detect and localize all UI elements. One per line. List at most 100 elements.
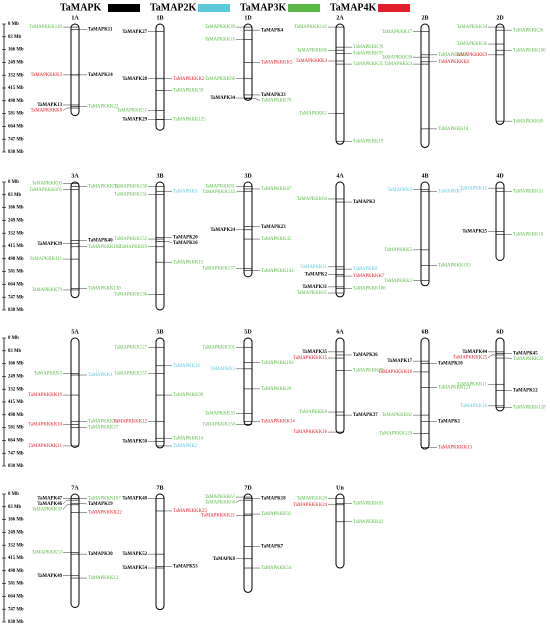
chromosome-name: 4A: [336, 173, 344, 179]
scale-label: 664 Mb: [8, 594, 24, 599]
gene-label: TaMAPKKK70: [261, 99, 292, 104]
gene-label: TaMAPKKK3: [34, 372, 63, 377]
scale-label: 249 Mb: [8, 374, 24, 379]
gene-label: TaMAPKKK102: [88, 245, 121, 250]
gene-label: TaMAPKKK10: [513, 233, 544, 238]
gene-label: TaMAPKKK82: [382, 413, 413, 418]
scale-label: 83 Mb: [8, 349, 22, 354]
gene-label: TaMAPK12: [513, 389, 538, 394]
gene-label: TaMAPK10: [438, 362, 463, 367]
gene-label: TaMAPKKK5: [384, 248, 413, 253]
scale-label: 0 Mb: [8, 22, 19, 27]
gene-label: TaMAPK16: [173, 241, 198, 246]
gene-label: TaMAPKKK51: [117, 108, 148, 113]
chromosome-name: 1B: [156, 15, 163, 21]
gene-label: TaMAPKKK99: [173, 393, 204, 398]
gene-label: TaMAPKKK54: [261, 566, 292, 571]
gene-label: TaMAPKKK28: [261, 387, 292, 392]
gene-label: TaMAPKKK67: [205, 495, 236, 500]
gene-connector: [504, 357, 513, 360]
gene-label: TaMAPKKK53: [32, 551, 63, 556]
gene-connector: [235, 191, 244, 193]
scale-label: 166 Mb: [8, 518, 24, 523]
gene-label: TaMAPKKK136: [114, 293, 147, 298]
gene-label: TaMAPKKK69: [513, 119, 544, 124]
gene-label: TaMAPKKK30: [382, 55, 413, 60]
gene-label: TaMAPK33: [261, 93, 286, 98]
scale-label: 747 Mb: [8, 137, 24, 142]
chromosome-name: 7D: [244, 485, 252, 491]
gene-label: TaMAPKKK1: [299, 112, 328, 117]
gene-label: TaMAPKKKK19: [28, 393, 62, 398]
gene-label: TaMAPKKK19: [353, 139, 384, 144]
chromosome: [243, 337, 253, 426]
gene-connector: [62, 504, 71, 510]
gene-label: TaMAPKKK41: [88, 419, 119, 424]
chromosome: [70, 337, 80, 448]
gene-label: TaMAPKKK29: [353, 368, 384, 373]
gene-label: TaMAPK46: [37, 502, 62, 507]
legend-swatch: [378, 4, 410, 12]
gene-label: TaMAPKKKK22: [88, 511, 122, 516]
scale-label: 498 Mb: [8, 257, 24, 262]
gene-label: TaMAPKKKK11: [28, 444, 62, 449]
gene-label: TaMAPKKK9: [119, 245, 148, 250]
chromosome-name: 1A: [71, 15, 79, 21]
gene-label: TaMAPKKK131: [114, 192, 147, 197]
gene-label: TaMAPKKK157: [114, 372, 147, 377]
gene-label: TaMAPKKK142: [294, 25, 327, 30]
gene-connector: [79, 503, 88, 505]
gene-label: TaMAPKK4: [88, 373, 113, 378]
gene-label: TaMAPKKK64: [297, 197, 328, 202]
gene-label: TaMAPKKK100: [513, 48, 546, 53]
scale-label: 498 Mb: [8, 99, 24, 104]
legend-swatch: [108, 4, 140, 12]
gene-connector: [252, 98, 261, 101]
gene-label: TaMAPKKK17: [382, 30, 413, 35]
gene-label: TaMAPKKKK12: [113, 419, 147, 424]
gene-label: TaMAPKKKK5: [261, 61, 293, 66]
gene-label: TaMAPK45: [513, 352, 538, 357]
scale-label: 0 Mb: [8, 180, 19, 185]
gene-label: TaMAPKKK93: [32, 182, 63, 187]
gene-label: TaMAPK39: [37, 242, 62, 247]
gene-label: TaMAPKK6: [388, 188, 413, 193]
gene-label: TaMAPK13: [37, 103, 62, 108]
gene-label: TaMAPK50: [122, 439, 147, 444]
scale-label: 83 Mb: [8, 35, 22, 40]
gene-label: TaMAPKKK87: [261, 187, 292, 192]
gene-label: TaMAPKKK120: [379, 432, 412, 437]
gene-label: TaMAPK2: [305, 273, 328, 278]
gene-label: TaMAPKKK144: [261, 269, 294, 274]
gene-label: TaMAPKKK78: [353, 45, 384, 50]
gene-label: TaMAPKKKK15: [293, 356, 327, 361]
gene-label: TaMAPKKK22: [513, 357, 544, 362]
gene-label: TaMAPK47: [37, 497, 62, 502]
chromosome: [70, 493, 80, 609]
scale-label: 332 Mb: [8, 73, 24, 78]
gene-label: TaMAPK44: [462, 350, 487, 355]
scale-label: 415 Mb: [8, 556, 24, 561]
scale-label: 664 Mb: [8, 124, 24, 129]
scale-label: 415 Mb: [8, 244, 24, 249]
scale-label: 664 Mb: [8, 438, 24, 443]
gene-label: TaMAPKKK150: [114, 185, 147, 190]
scale-label: 0 Mb: [8, 492, 19, 497]
gene-label: TaMAPKK8: [353, 267, 378, 272]
gene-label: TaMAPK23: [261, 225, 286, 230]
gene-label: TaMAPKK12: [460, 186, 487, 191]
legend-label: TaMAP2K: [150, 2, 197, 13]
gene-label: TaMAPKKK128: [513, 405, 546, 410]
chromosome-name: 2B: [421, 15, 428, 21]
gene-label: TaMAPKKK65: [297, 291, 328, 296]
legend-label: TaMAP4K: [330, 2, 377, 13]
chromosome-name: Un: [336, 485, 344, 491]
gene-label: TaMAPKKK14: [173, 436, 204, 441]
legend-label: TaMAP3K: [240, 2, 287, 13]
gene-label: TaMAPK17: [387, 359, 412, 364]
gene-label: TaMAPK24: [210, 228, 235, 233]
gene-label: TaMAPKKK125: [173, 118, 206, 123]
gene-label: TaMAPKK2: [173, 444, 198, 449]
gene-label: TaMAPK36: [353, 353, 378, 358]
